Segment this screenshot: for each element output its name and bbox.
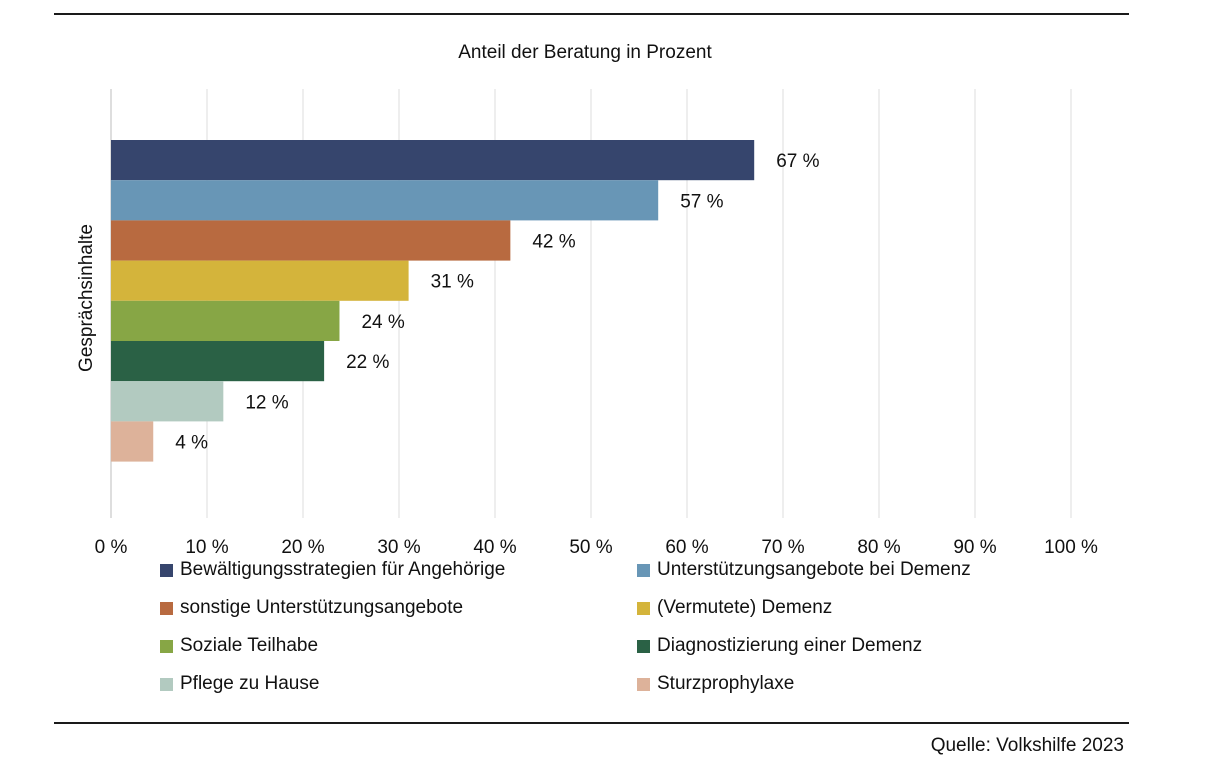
- legend-item: Unterstützungsangebote bei Demenz: [637, 559, 971, 581]
- legend-swatch: [637, 563, 650, 577]
- bar: [111, 260, 409, 301]
- legend-label: Sturzprophylaxe: [657, 673, 795, 694]
- top-rule: [54, 13, 1129, 15]
- x-tick-label: 10 %: [185, 537, 228, 558]
- legend-swatch: [637, 601, 650, 615]
- x-tick-label: 80 %: [857, 537, 900, 558]
- x-tick-label: 70 %: [761, 537, 804, 558]
- bar-data-label: 57 %: [680, 191, 723, 212]
- legend-label: Diagnostizierung einer Demenz: [657, 635, 923, 656]
- legend-swatch: [637, 639, 650, 653]
- chart-title: Anteil der Beratung in Prozent: [458, 42, 712, 63]
- bar: [111, 140, 755, 181]
- bar: [111, 180, 659, 221]
- legend-item: Pflege zu Hause: [160, 673, 319, 695]
- legend-label: sonstige Unterstützungsangebote: [180, 597, 464, 618]
- legend-item: (Vermutete) Demenz: [637, 597, 832, 619]
- legend-label: Bewältigungsstrategien für Angehörige: [180, 559, 506, 580]
- x-tick-label: 60 %: [665, 537, 708, 558]
- x-tick-label: 100 %: [1044, 537, 1098, 558]
- bar: [111, 341, 325, 382]
- legend-swatch: [160, 677, 173, 691]
- bar-data-label: 4 %: [175, 433, 208, 454]
- bottom-rule: [54, 722, 1129, 724]
- legend-label: Unterstützungsangebote bei Demenz: [657, 559, 971, 580]
- x-tick-label: 20 %: [281, 537, 324, 558]
- legend-swatch: [160, 563, 173, 577]
- x-tick-label: 50 %: [569, 537, 612, 558]
- bar-data-label: 31 %: [431, 272, 474, 293]
- legend-swatch: [160, 601, 173, 615]
- legend-item: Soziale Teilhabe: [160, 635, 318, 657]
- legend-swatch: [160, 639, 173, 653]
- legend-label: Pflege zu Hause: [180, 673, 320, 694]
- x-tick-label: 40 %: [473, 537, 516, 558]
- y-axis-label: Gesprächsinhalte: [76, 224, 97, 372]
- x-tick-label: 0 %: [95, 537, 128, 558]
- legend-item: Diagnostizierung einer Demenz: [637, 635, 922, 657]
- bar-data-label: 42 %: [532, 232, 575, 253]
- legend-item: sonstige Unterstützungsangebote: [160, 597, 463, 619]
- bar-data-label: 24 %: [361, 312, 404, 333]
- source-note: Quelle: Volkshilfe 2023: [930, 735, 1124, 756]
- bar: [111, 300, 340, 341]
- bar-data-label: 67 %: [776, 151, 819, 172]
- x-tick-label: 30 %: [377, 537, 420, 558]
- bar: [111, 421, 154, 462]
- bar: [111, 381, 224, 422]
- legend-label: (Vermutete) Demenz: [657, 597, 833, 618]
- legend-label: Soziale Teilhabe: [180, 635, 319, 656]
- bar-data-label: 12 %: [245, 392, 288, 413]
- bar: [111, 220, 511, 261]
- legend-swatch: [637, 677, 650, 691]
- bar-data-label: 22 %: [346, 352, 389, 373]
- legend-item: Bewältigungsstrategien für Angehörige: [160, 559, 505, 581]
- x-tick-label: 90 %: [953, 537, 996, 558]
- legend-item: Sturzprophylaxe: [637, 673, 794, 695]
